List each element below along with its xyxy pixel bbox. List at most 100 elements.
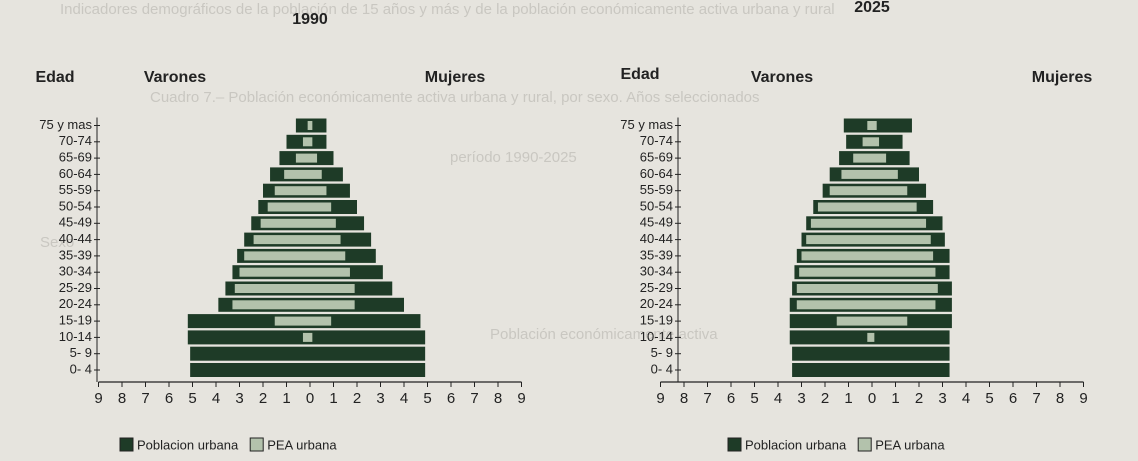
bar [792,346,872,361]
bar [232,300,310,310]
age-label: 20-24 [640,296,673,311]
x-tick-label: 7 [703,390,711,407]
legend-swatch [857,437,872,452]
age-label: 35-39 [59,247,92,262]
legend-swatch [249,437,264,452]
x-tick-label: 7 [470,390,478,407]
ghost-text: Indicadores demográficos de la población… [60,1,835,18]
age-label: 60-64 [640,166,673,181]
bar [806,235,872,245]
bar [853,153,872,163]
right-label: Mujeres [425,69,486,86]
ghost-text: Sexo [40,234,74,251]
x-tick-label: 8 [494,390,502,407]
bar [310,300,355,310]
bar [872,202,917,212]
bar [792,363,872,377]
bar [244,251,310,261]
bar [190,346,310,361]
bar [310,118,327,133]
legend-label: Poblacion urbana [745,437,847,452]
bar [872,218,927,228]
legend-swatch [119,437,134,452]
age-label: 70-74 [59,133,92,148]
bar [817,202,872,212]
age-label: 75 y mas [39,117,92,132]
age-label: 5- 9 [651,345,673,360]
age-label: 50-54 [59,198,92,213]
bar [872,316,908,326]
x-tick-label: 6 [447,390,455,407]
bar [302,137,310,147]
age-label: 25-29 [59,280,92,295]
bar [872,363,950,377]
age-label: 15-19 [640,313,673,328]
bar [867,332,872,342]
left-label: Varones [144,69,206,86]
bar [872,121,877,130]
x-tick-label: 9 [517,390,525,407]
left-label: Varones [751,69,813,86]
bar [310,346,426,361]
bar [796,300,872,310]
age-label: 30-34 [640,264,673,279]
bar [310,218,336,228]
age-label: 60-64 [59,166,92,181]
x-tick-label: 8 [1056,390,1064,407]
bar [829,186,872,196]
x-tick-label: 9 [94,390,102,407]
bar [872,332,875,342]
x-tick-label: 9 [1079,390,1087,407]
chart-title: 2025 [854,0,890,16]
age-label: 75 y mas [620,117,673,132]
age-label: 35-39 [640,247,673,262]
x-tick-label: 2 [353,390,361,407]
bar [187,330,310,345]
bar [310,316,332,326]
x-tick-label: 4 [962,390,970,407]
bar [872,300,936,310]
x-tick-label: 0 [306,390,314,407]
x-tick-label: 8 [680,390,688,407]
x-tick-label: 2 [259,390,267,407]
bar [801,251,872,261]
bar [872,134,903,149]
age-label: 25-29 [640,280,673,295]
bar [796,284,872,293]
bar [310,121,313,130]
x-tick-label: 6 [165,390,173,407]
bar [872,137,880,147]
bar [310,330,426,345]
bar [267,202,310,212]
age-label: 0- 4 [70,361,92,376]
x-tick-label: 4 [212,390,220,407]
bar [284,169,310,179]
age-label: 50-54 [640,198,673,213]
bar [260,218,310,228]
bar [253,235,310,245]
y-axis-label: Edad [35,69,74,86]
age-label: 55-59 [640,182,673,197]
bar [295,153,310,163]
x-tick-label: 3 [376,390,384,407]
bar [274,186,310,196]
age-label: 15-19 [59,313,92,328]
x-tick-label: 5 [188,390,196,407]
bar [310,202,332,212]
x-tick-label: 9 [656,390,664,407]
bar [310,235,341,245]
legend-swatch [727,437,742,452]
bar [239,267,310,277]
bar [310,332,313,342]
bar [310,169,322,179]
bar [310,267,350,277]
bar [862,137,872,147]
bar [302,332,310,342]
bar [799,267,872,277]
bar [872,118,912,133]
legend-label: PEA urbana [875,437,945,452]
age-label: 0- 4 [651,361,673,376]
